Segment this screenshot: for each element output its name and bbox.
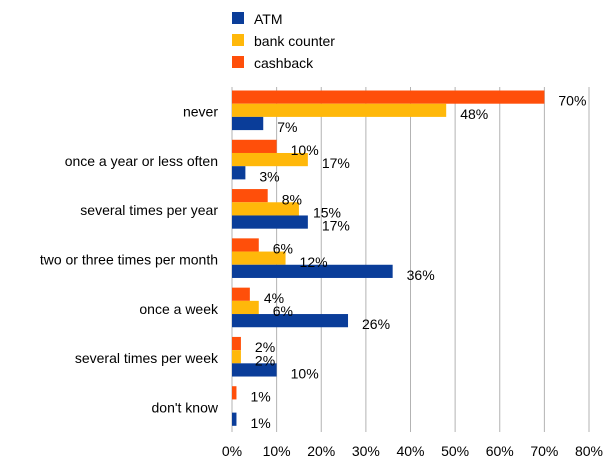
category-label-two-or-three-times-per-month: two or three times per month — [40, 252, 218, 268]
x-tick-10: 10% — [263, 443, 291, 459]
bar-atm-don-t-know — [232, 412, 237, 426]
bar-labels: 70%48%7%10%17%3%8%15%17%6%12%36%4%6%26%2… — [250, 93, 586, 431]
x-tick-80: 80% — [575, 443, 603, 459]
value-label-cashback-once-a-week: 4% — [264, 290, 284, 306]
bar-cashback-once-a-year-or-less-often — [232, 139, 277, 153]
x-tick-60: 60% — [486, 443, 514, 459]
bar-cashback-don-t-know — [232, 386, 237, 400]
value-label-atm-two-or-three-times-per-month: 36% — [407, 267, 435, 283]
bar-atm-once-a-year-or-less-often — [232, 166, 246, 180]
value-label-atm-once-a-week: 26% — [362, 316, 390, 332]
bar-bank-counter-several-times-per-week — [232, 350, 241, 364]
value-label-bank-counter-several-times-per-year: 15% — [313, 204, 341, 220]
bar-bank-counter-once-a-week — [232, 300, 259, 315]
x-tick-40: 40% — [396, 443, 424, 459]
bar-cashback-two-or-three-times-per-month — [232, 238, 259, 252]
legend: ATM bank counter cashback — [232, 11, 335, 71]
bar-bank-counter-once-a-year-or-less-often — [232, 152, 308, 167]
bar-atm-two-or-three-times-per-month — [232, 264, 393, 278]
bar-bank-counter-two-or-three-times-per-month — [232, 251, 286, 265]
bar-cashback-several-times-per-week — [232, 336, 241, 351]
x-tick-labels: 0% 10% 20% 30% 40% 50% 60% 70% 80% — [222, 443, 603, 459]
bars — [232, 90, 545, 426]
category-labels: never once a year or less often several ti… — [40, 104, 219, 416]
x-tick-70: 70% — [530, 443, 558, 459]
value-label-bank-counter-never: 48% — [460, 106, 488, 122]
bar-atm-once-a-week — [232, 314, 349, 328]
bar-bank-counter-several-times-per-year — [232, 202, 299, 216]
value-label-bank-counter-two-or-three-times-per-month: 12% — [300, 254, 328, 270]
bar-cashback-several-times-per-year — [232, 189, 268, 203]
bar-atm-never — [232, 116, 264, 131]
bar-bank-counter-never — [232, 103, 447, 117]
value-label-bank-counter-once-a-week: 6% — [273, 303, 293, 319]
legend-label-bank-counter: bank counter — [254, 33, 335, 49]
value-label-cashback-never: 70% — [558, 93, 586, 109]
category-label-once-a-week: once a week — [139, 301, 219, 317]
legend-swatch-atm — [232, 12, 244, 24]
value-label-cashback-two-or-three-times-per-month: 6% — [273, 241, 293, 257]
x-tick-0: 0% — [222, 443, 242, 459]
value-label-cashback-several-times-per-year: 8% — [282, 191, 302, 207]
legend-label-cashback: cashback — [254, 55, 314, 71]
value-label-bank-counter-once-a-year-or-less-often: 17% — [322, 155, 350, 171]
legend-label-atm: ATM — [254, 11, 283, 27]
value-label-cashback-don-t-know: 1% — [250, 388, 270, 404]
value-label-cashback-several-times-per-week: 2% — [255, 339, 275, 355]
value-label-cashback-once-a-year-or-less-often: 10% — [291, 142, 319, 158]
category-label-once-a-year-or-less-often: once a year or less often — [65, 153, 218, 169]
value-label-atm-several-times-per-year: 17% — [322, 218, 350, 234]
value-label-atm-several-times-per-week: 10% — [291, 366, 319, 382]
value-label-atm-don-t-know: 1% — [250, 415, 270, 431]
category-label-don-t-know: don't know — [152, 399, 219, 415]
x-tick-20: 20% — [307, 443, 335, 459]
category-label-several-times-per-week: several times per week — [75, 350, 219, 366]
category-label-several-times-per-year: several times per year — [80, 202, 218, 218]
bar-atm-several-times-per-year — [232, 215, 308, 229]
x-tick-50: 50% — [441, 443, 469, 459]
bar-cashback-once-a-week — [232, 287, 250, 301]
value-label-atm-never: 7% — [277, 119, 297, 135]
legend-swatch-cashback — [232, 56, 244, 68]
value-label-bank-counter-several-times-per-week: 2% — [255, 352, 275, 368]
legend-swatch-bank-counter — [232, 34, 244, 46]
x-tick-30: 30% — [352, 443, 380, 459]
category-label-never: never — [183, 104, 218, 120]
bar-cashback-never — [232, 90, 545, 104]
bar-atm-several-times-per-week — [232, 363, 277, 377]
value-label-atm-once-a-year-or-less-often: 3% — [259, 168, 279, 184]
